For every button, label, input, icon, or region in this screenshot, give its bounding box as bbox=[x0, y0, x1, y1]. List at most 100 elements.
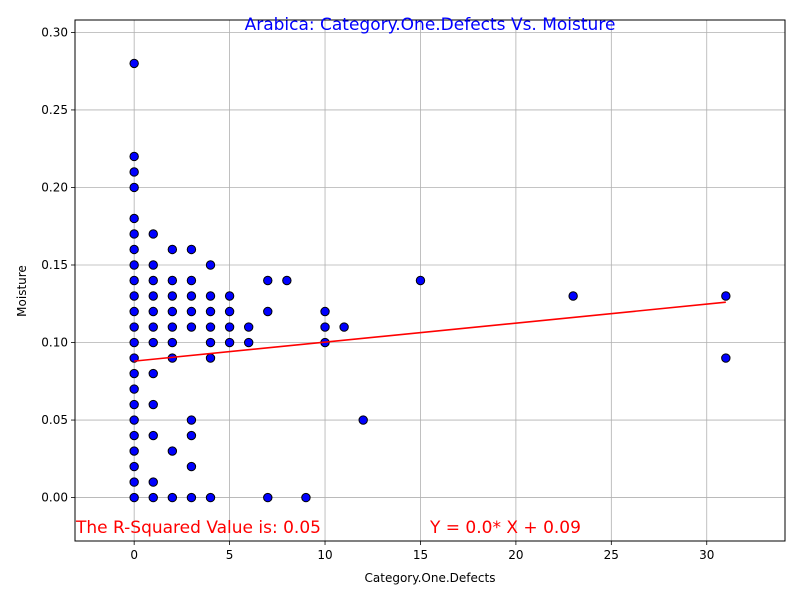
data-point bbox=[148, 492, 158, 503]
data-point bbox=[243, 337, 254, 348]
data-point bbox=[129, 415, 139, 425]
data-point bbox=[129, 446, 139, 456]
data-point bbox=[415, 275, 426, 286]
data-point bbox=[205, 492, 216, 503]
data-point bbox=[186, 430, 197, 441]
y-axis-title: Moisture bbox=[15, 265, 29, 317]
data-point bbox=[129, 322, 139, 332]
data-point bbox=[148, 399, 158, 410]
data-point bbox=[167, 275, 178, 286]
data-point bbox=[186, 461, 197, 472]
data-point bbox=[129, 229, 139, 239]
data-point bbox=[205, 322, 216, 332]
y-tick-label: 0.30 bbox=[41, 25, 68, 39]
chart-title: Arabica: Category.One.Defects Vs. Moistu… bbox=[245, 15, 616, 35]
y-tick-label: 0.10 bbox=[41, 336, 68, 350]
x-axis-title: Category.One.Defects bbox=[365, 571, 496, 585]
data-point bbox=[129, 337, 139, 348]
x-axis-ticks: 0 5 10 15 20 25 30 bbox=[130, 541, 714, 562]
data-point bbox=[167, 306, 178, 317]
data-point bbox=[186, 306, 197, 317]
data-point bbox=[129, 244, 139, 255]
data-point bbox=[129, 368, 139, 379]
data-point bbox=[129, 58, 139, 69]
data-point bbox=[301, 492, 311, 503]
regression-equation-annotation: Y = 0.0* X + 0.09 bbox=[429, 518, 581, 538]
data-point bbox=[205, 291, 216, 301]
x-tick-label: 30 bbox=[699, 548, 714, 562]
data-point bbox=[263, 492, 273, 503]
data-point bbox=[205, 306, 216, 317]
data-point bbox=[320, 322, 330, 332]
data-point bbox=[186, 275, 197, 286]
data-point bbox=[205, 260, 216, 270]
data-point bbox=[148, 430, 158, 441]
data-point bbox=[167, 322, 178, 332]
data-point bbox=[129, 213, 139, 224]
data-point bbox=[167, 492, 178, 503]
data-point bbox=[186, 244, 197, 255]
data-point bbox=[205, 353, 216, 363]
data-point bbox=[243, 322, 254, 332]
y-tick-label: 0.20 bbox=[41, 180, 68, 194]
x-tick-label: 5 bbox=[226, 548, 234, 562]
regression-line bbox=[134, 301, 726, 362]
y-tick-label: 0.05 bbox=[41, 413, 68, 427]
x-tick-label: 15 bbox=[413, 548, 428, 562]
data-point bbox=[320, 306, 330, 317]
x-tick-label: 0 bbox=[130, 548, 138, 562]
data-point bbox=[339, 322, 349, 332]
data-point bbox=[129, 182, 139, 193]
x-tick-label: 10 bbox=[317, 548, 332, 562]
data-point bbox=[205, 337, 216, 348]
data-point bbox=[167, 446, 178, 456]
data-point bbox=[263, 306, 273, 317]
data-point bbox=[224, 337, 235, 348]
data-point bbox=[129, 260, 139, 270]
data-point bbox=[129, 384, 139, 394]
data-point bbox=[148, 291, 158, 301]
data-point bbox=[167, 244, 178, 255]
data-point bbox=[129, 306, 139, 317]
data-point bbox=[148, 322, 158, 332]
data-point bbox=[129, 461, 139, 472]
data-point bbox=[224, 306, 235, 317]
data-point bbox=[263, 275, 273, 286]
data-point bbox=[721, 353, 731, 363]
data-point bbox=[282, 275, 292, 286]
data-point bbox=[148, 275, 158, 286]
data-point bbox=[721, 291, 731, 301]
data-point bbox=[129, 430, 139, 441]
data-point bbox=[568, 291, 578, 301]
y-tick-label: 0.15 bbox=[41, 258, 68, 272]
data-point bbox=[129, 167, 139, 177]
data-point bbox=[129, 399, 139, 410]
y-tick-label: 0.00 bbox=[41, 491, 68, 505]
data-point bbox=[129, 477, 139, 487]
y-axis-ticks: 0.00 0.05 0.10 0.15 0.20 0.25 0.30 bbox=[41, 25, 75, 505]
data-point bbox=[129, 492, 139, 503]
x-tick-label: 20 bbox=[508, 548, 523, 562]
data-point bbox=[186, 492, 197, 503]
data-point bbox=[167, 291, 178, 301]
data-point bbox=[129, 275, 139, 286]
data-point bbox=[224, 322, 235, 332]
data-point bbox=[148, 477, 158, 487]
data-point bbox=[148, 337, 158, 348]
data-points bbox=[129, 58, 731, 503]
data-point bbox=[167, 337, 178, 348]
data-point bbox=[186, 415, 197, 425]
plot-frame bbox=[74, 19, 786, 542]
data-point bbox=[148, 260, 158, 270]
data-point bbox=[148, 229, 158, 239]
data-point bbox=[186, 322, 197, 332]
y-tick-label: 0.25 bbox=[41, 103, 68, 117]
data-point bbox=[358, 415, 368, 425]
r-squared-annotation: The R-Squared Value is: 0.05 bbox=[75, 518, 321, 538]
data-point bbox=[148, 306, 158, 317]
regression-line-group bbox=[134, 301, 726, 362]
data-point bbox=[129, 151, 139, 162]
data-point bbox=[148, 368, 158, 379]
